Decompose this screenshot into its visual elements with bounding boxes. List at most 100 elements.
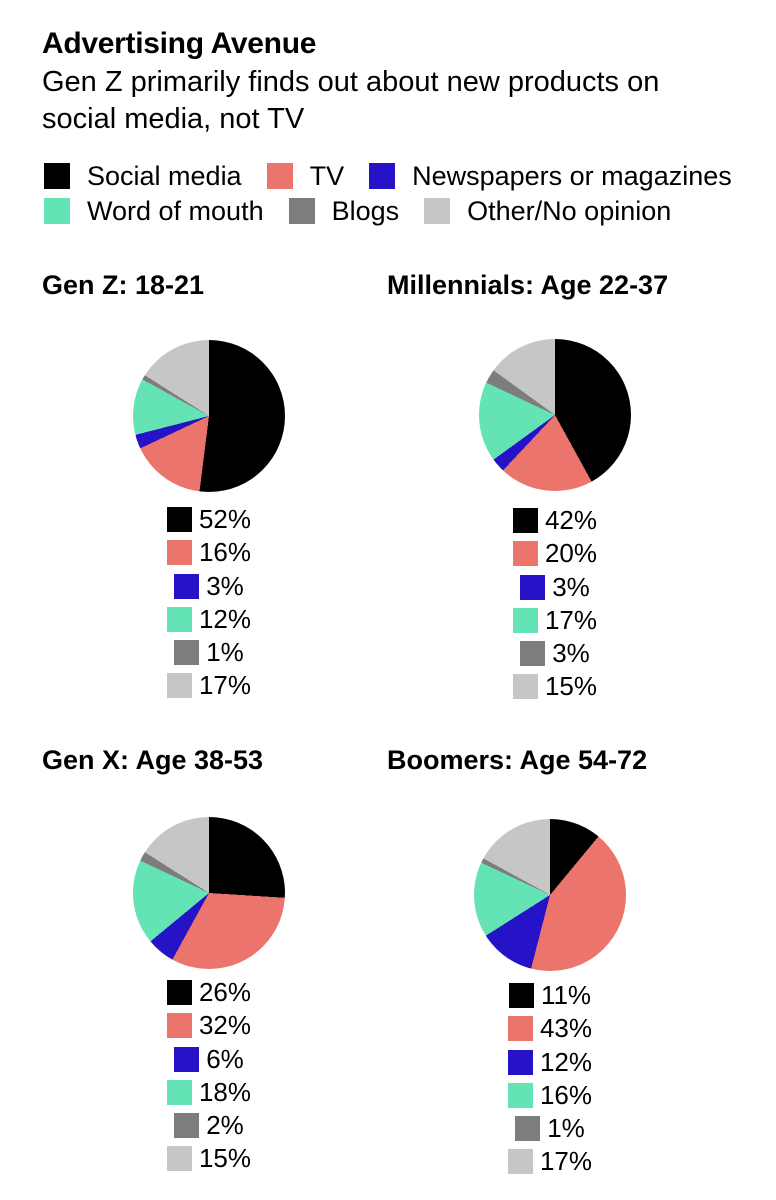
value-list-millennials: 42% 20% 3% 17% 3% 15% <box>479 505 631 702</box>
tv-swatch-icon <box>266 163 293 189</box>
legend-item-word-of-mouth: Word of mouth <box>44 196 264 226</box>
value-row: 15% <box>133 1143 285 1174</box>
value-label: 3% <box>552 638 590 669</box>
value-row: 17% <box>133 670 285 701</box>
value-row: 16% <box>474 1079 626 1110</box>
value-row: 6% <box>133 1043 285 1074</box>
value-label: 52% <box>198 504 252 534</box>
value-row: 3% <box>133 573 285 599</box>
newspapers-swatch-icon <box>369 163 396 189</box>
value-label: 3% <box>552 571 590 602</box>
value-list-boomers: 11% 43% 12% 16% 1% 17% <box>474 980 626 1177</box>
value-label: 17% <box>198 670 252 701</box>
social-media-swatch-icon <box>166 980 192 1005</box>
blogs-swatch-icon <box>174 1113 200 1139</box>
value-row: 3% <box>479 638 631 669</box>
value-row: 12% <box>474 1049 626 1075</box>
other-swatch-icon <box>424 198 451 224</box>
value-list-gen-z: 52% 16% 3% 12% 1% 17% <box>133 504 285 701</box>
social-media-swatch-icon <box>44 163 70 189</box>
legend-item-other: Other/No opinion <box>424 196 672 226</box>
pie-chart-millennials <box>479 339 631 491</box>
value-row: 42% <box>479 505 631 535</box>
value-row: 20% <box>479 538 631 569</box>
value-row: 16% <box>133 537 285 568</box>
value-row: 26% <box>133 977 285 1007</box>
newspapers-swatch-icon <box>507 1049 533 1075</box>
chart-title-millennials: Millennials: Age 22-37 <box>387 270 669 300</box>
value-label: 17% <box>544 604 598 635</box>
value-label: 18% <box>198 1076 252 1107</box>
value-label: 11% <box>540 980 592 1010</box>
value-label: 32% <box>198 1010 252 1041</box>
legend-row-1: Social media TV Newspapers or magazines <box>44 161 732 191</box>
value-row: 11% <box>474 980 626 1010</box>
legend-label: TV <box>309 161 345 191</box>
legend-label: Social media <box>87 161 242 191</box>
value-row: 12% <box>133 603 285 634</box>
pie-chart-gen-x <box>133 817 285 969</box>
legend-item-tv: TV <box>266 161 345 191</box>
page-title: Advertising Avenue <box>42 27 317 60</box>
value-row: 18% <box>133 1076 285 1107</box>
other-swatch-icon <box>507 1149 533 1175</box>
value-label: 16% <box>539 1079 593 1110</box>
value-label: 2% <box>206 1110 244 1141</box>
tv-swatch-icon <box>166 1013 192 1039</box>
value-row: 43% <box>474 1013 626 1044</box>
value-label: 15% <box>198 1143 252 1174</box>
blogs-swatch-icon <box>174 640 200 666</box>
value-row: 17% <box>479 604 631 635</box>
word-of-mouth-swatch-icon <box>512 607 538 633</box>
other-swatch-icon <box>512 674 538 700</box>
newspapers-swatch-icon <box>520 574 546 600</box>
legend: Social media TV Newspapers or magazines … <box>44 161 732 226</box>
value-label: 17% <box>539 1146 593 1177</box>
value-label: 26% <box>198 977 252 1007</box>
other-swatch-icon <box>166 1146 192 1172</box>
word-of-mouth-swatch-icon <box>166 606 192 632</box>
value-row: 17% <box>474 1146 626 1177</box>
value-label: 12% <box>198 603 252 634</box>
page-subtitle: Gen Z primarily finds out about new prod… <box>42 66 660 135</box>
tv-swatch-icon <box>166 540 192 566</box>
legend-label: Other/No opinion <box>467 196 672 226</box>
newspapers-swatch-icon <box>174 1046 200 1072</box>
legend-item-social-media: Social media <box>44 161 242 191</box>
value-row: 2% <box>133 1110 285 1141</box>
value-label: 16% <box>198 537 252 568</box>
legend-item-newspapers: Newspapers or magazines <box>369 161 732 191</box>
chart-title-boomers: Boomers: Age 54-72 <box>387 745 648 775</box>
value-label: 43% <box>539 1013 593 1044</box>
pie-chart-gen-z <box>133 340 285 492</box>
value-label: 1% <box>547 1113 585 1144</box>
word-of-mouth-swatch-icon <box>507 1082 533 1108</box>
value-label: 20% <box>544 538 598 569</box>
social-media-swatch-icon <box>512 508 538 533</box>
word-of-mouth-swatch-icon <box>44 198 70 224</box>
blogs-swatch-icon <box>520 641 546 667</box>
legend-label: Newspapers or magazines <box>412 161 732 191</box>
value-row: 1% <box>133 637 285 668</box>
legend-row-2: Word of mouth Blogs Other/No opinion <box>44 196 732 226</box>
value-label: 15% <box>544 671 598 702</box>
chart-title-gen-z: Gen Z: 18-21 <box>42 270 205 300</box>
tv-swatch-icon <box>512 541 538 567</box>
value-row: 52% <box>133 504 285 534</box>
legend-label: Blogs <box>331 196 400 226</box>
social-media-swatch-icon <box>166 507 192 532</box>
chart-title-gen-x: Gen X: Age 38-53 <box>42 745 264 775</box>
value-label: 6% <box>206 1043 244 1074</box>
legend-label: Word of mouth <box>87 196 264 226</box>
newspapers-swatch-icon <box>174 573 200 599</box>
value-label: 42% <box>544 505 598 535</box>
blogs-swatch-icon <box>288 198 315 224</box>
value-row: 32% <box>133 1010 285 1041</box>
tv-swatch-icon <box>507 1016 533 1042</box>
legend-item-blogs: Blogs <box>288 196 400 226</box>
value-row: 3% <box>479 571 631 602</box>
value-label: 1% <box>206 637 244 668</box>
value-list-gen-x: 26% 32% 6% 18% 2% 15% <box>133 977 285 1174</box>
value-row: 1% <box>474 1113 626 1144</box>
